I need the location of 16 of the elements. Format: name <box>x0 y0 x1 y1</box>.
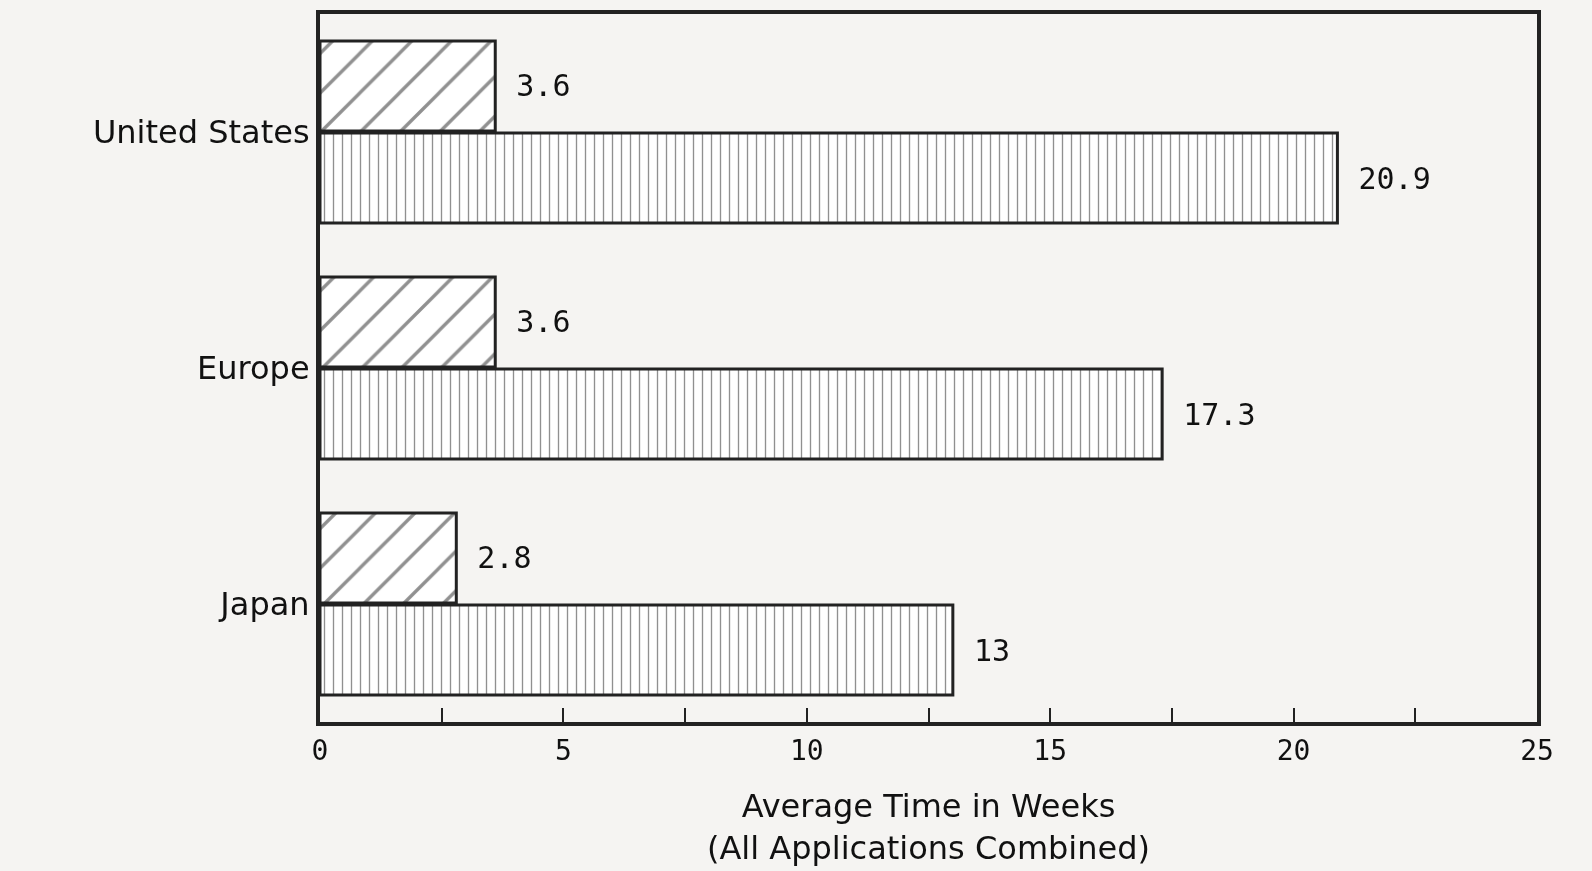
y-tick-label: Japan <box>218 585 310 624</box>
data-label: 3.6 <box>498 68 571 104</box>
y-tick-label: United States <box>92 113 310 152</box>
data-label: 2.8 <box>459 540 532 576</box>
data-label: 20.9 <box>1340 160 1431 196</box>
x-tick-label: 25 <box>1520 733 1554 767</box>
x-tick-label: 15 <box>1033 733 1068 767</box>
data-label: 13 <box>955 632 1011 668</box>
data-label: 3.6 <box>498 304 571 340</box>
x-tick-label: 20 <box>1276 733 1311 767</box>
x-axis-title: Average Time in Weeks (All Applications Combined) <box>706 787 1151 867</box>
x-tick-label: 10 <box>789 733 824 767</box>
x-tick-label: 5 <box>554 733 572 767</box>
y-tick-label: Europe <box>197 349 310 388</box>
x-tick-label: 0 <box>311 733 329 767</box>
data-label: 17.3 <box>1165 396 1256 432</box>
